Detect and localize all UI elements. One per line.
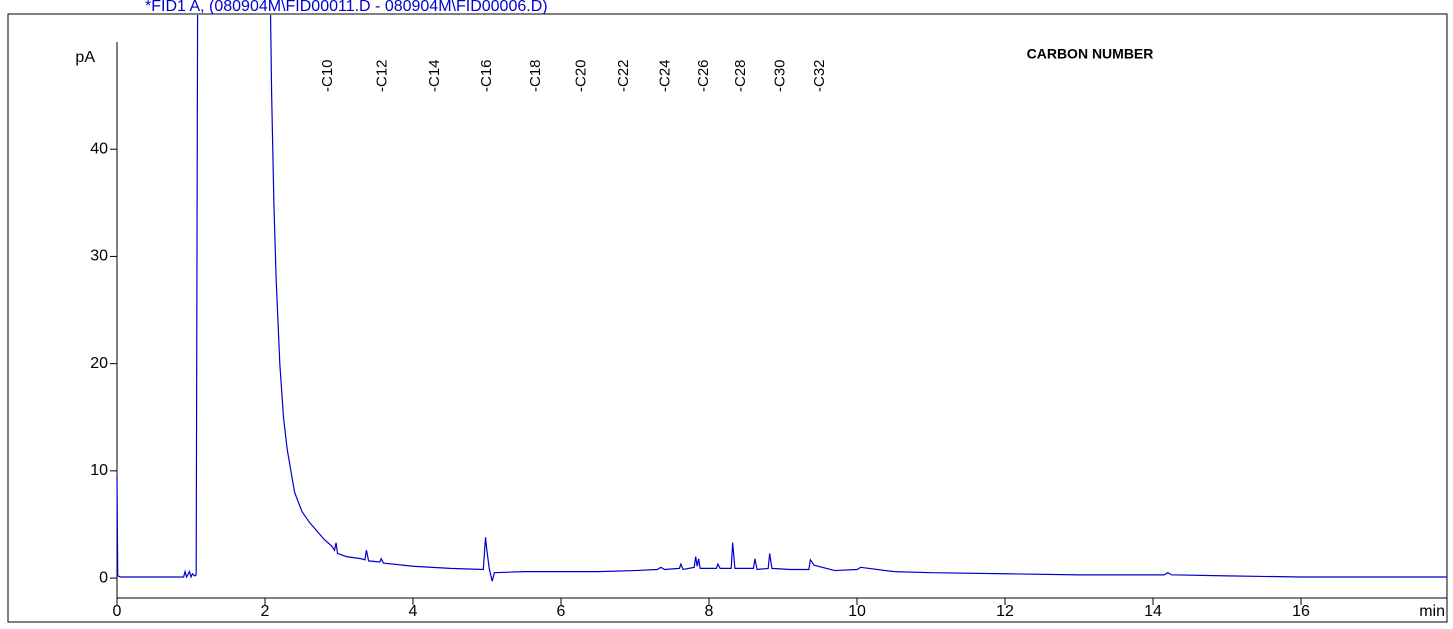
- carbon-label: -C24: [656, 59, 673, 92]
- y-axis-label: pA: [75, 49, 95, 66]
- frame: [7, 13, 1448, 623]
- chart-title: *FID1 A, (080904M\FID00011.D - 080904M\F…: [145, 0, 548, 15]
- x-tick-label: 10: [848, 603, 866, 620]
- y-tick-label: 30: [90, 248, 108, 265]
- carbon-label: -C32: [811, 59, 828, 92]
- y-tick-label: 0: [99, 569, 108, 586]
- carbon-label: -C30: [772, 59, 789, 92]
- carbon-label: -C26: [695, 59, 712, 92]
- carbon-label: -C12: [374, 59, 391, 92]
- carbon-label: -C20: [573, 59, 590, 92]
- x-tick-label: 16: [1292, 603, 1310, 620]
- y-tick-label: 10: [90, 462, 108, 479]
- carbon-label: -C14: [426, 59, 443, 92]
- y-tick-label: 20: [90, 355, 108, 372]
- x-tick-label: 14: [1144, 603, 1162, 620]
- y-tick-label: 40: [90, 140, 108, 157]
- x-tick-label: 2: [261, 603, 270, 620]
- annotation-title: CARBON NUMBER: [1027, 46, 1154, 62]
- carbon-label: -C16: [478, 59, 495, 92]
- carbon-label: -C28: [732, 59, 749, 92]
- carbon-label: -C22: [615, 59, 632, 92]
- x-tick-label: 0: [113, 603, 122, 620]
- x-tick-label: 12: [996, 603, 1014, 620]
- carbon-label: -C10: [319, 59, 336, 92]
- x-axis-label: min: [1419, 603, 1445, 620]
- x-tick-label: 6: [557, 603, 566, 620]
- x-tick-label: 4: [409, 603, 418, 620]
- trace: [116, 15, 1447, 582]
- x-tick-label: 8: [705, 603, 714, 620]
- carbon-label: -C18: [527, 59, 544, 92]
